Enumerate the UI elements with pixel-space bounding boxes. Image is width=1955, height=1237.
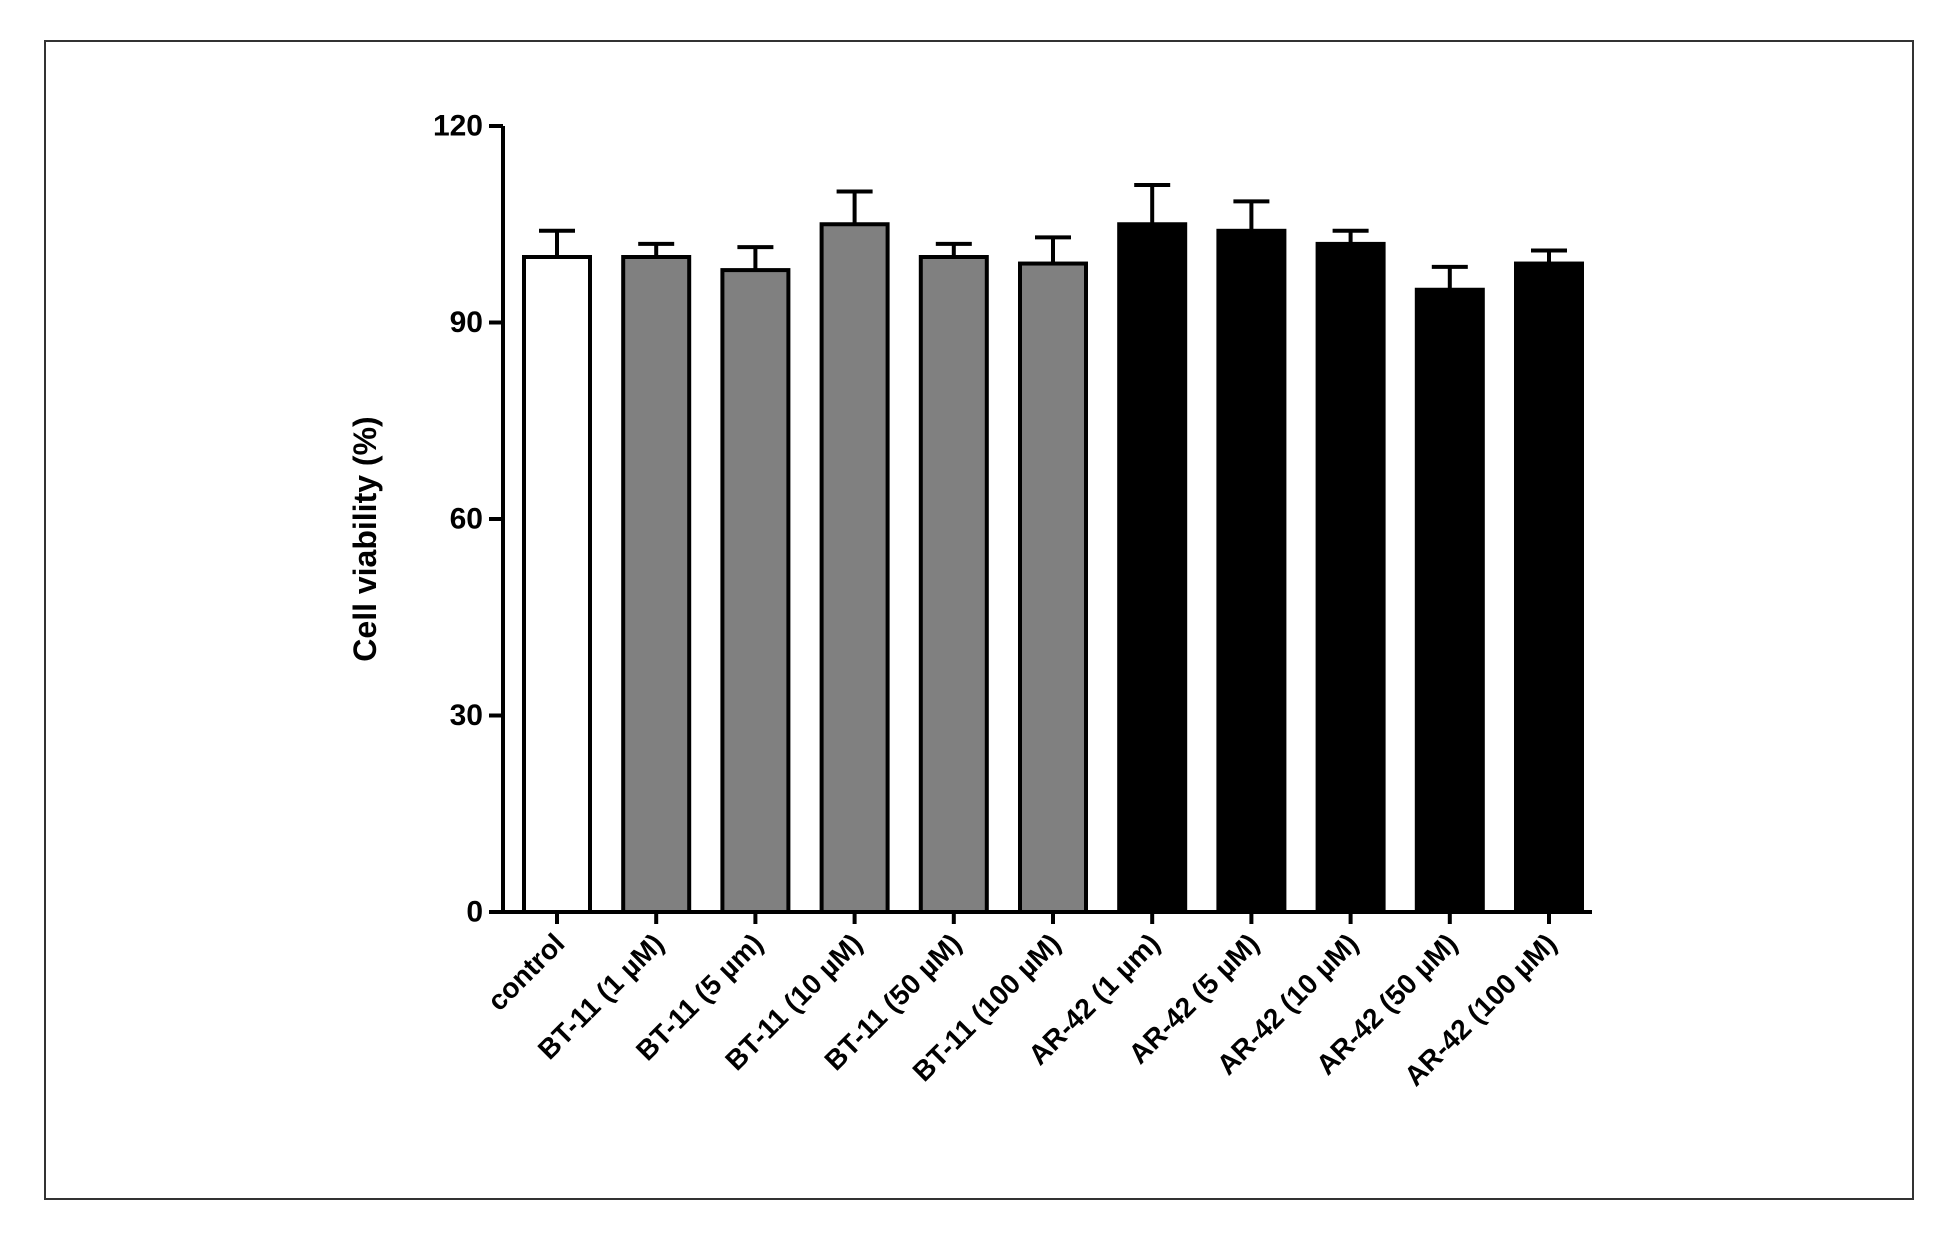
bar-3 bbox=[819, 222, 890, 914]
bar-0 bbox=[522, 255, 592, 914]
bar-10 bbox=[1514, 261, 1584, 914]
error-bar-5 bbox=[1035, 235, 1071, 264]
error-bar-0 bbox=[539, 228, 575, 257]
error-bar-7 bbox=[1233, 199, 1270, 231]
error-bar-3 bbox=[836, 189, 873, 225]
error-bar-1 bbox=[638, 241, 675, 257]
y-axis-label: Cell viability (%) bbox=[347, 416, 383, 661]
y-tick-label-1: 30 bbox=[450, 699, 483, 732]
error-bar-9 bbox=[1431, 264, 1468, 290]
axes bbox=[501, 126, 1592, 924]
y-axis-ticks: 0 30 60 90 120 bbox=[433, 110, 503, 929]
error-bars bbox=[539, 182, 1567, 290]
error-bar-4 bbox=[935, 241, 972, 257]
error-bar-10 bbox=[1531, 248, 1567, 264]
bar-8 bbox=[1315, 241, 1386, 914]
bar-7 bbox=[1216, 228, 1287, 915]
bar-1 bbox=[621, 255, 692, 914]
bars bbox=[522, 222, 1584, 915]
error-bar-2 bbox=[737, 245, 774, 271]
x-tick-label-0: control bbox=[481, 928, 570, 1017]
y-tick-label-4: 120 bbox=[433, 110, 483, 143]
y-tick-label-0: 0 bbox=[466, 896, 483, 929]
y-tick-label-3: 90 bbox=[450, 306, 483, 339]
y-tick-label-2: 60 bbox=[450, 503, 483, 536]
error-bar-8 bbox=[1332, 228, 1369, 244]
bar-9 bbox=[1414, 287, 1485, 914]
bar-2 bbox=[720, 268, 791, 915]
error-bar-6 bbox=[1134, 182, 1171, 225]
bar-5 bbox=[1018, 261, 1088, 914]
bar-6 bbox=[1117, 222, 1188, 914]
bar-4 bbox=[918, 255, 989, 914]
